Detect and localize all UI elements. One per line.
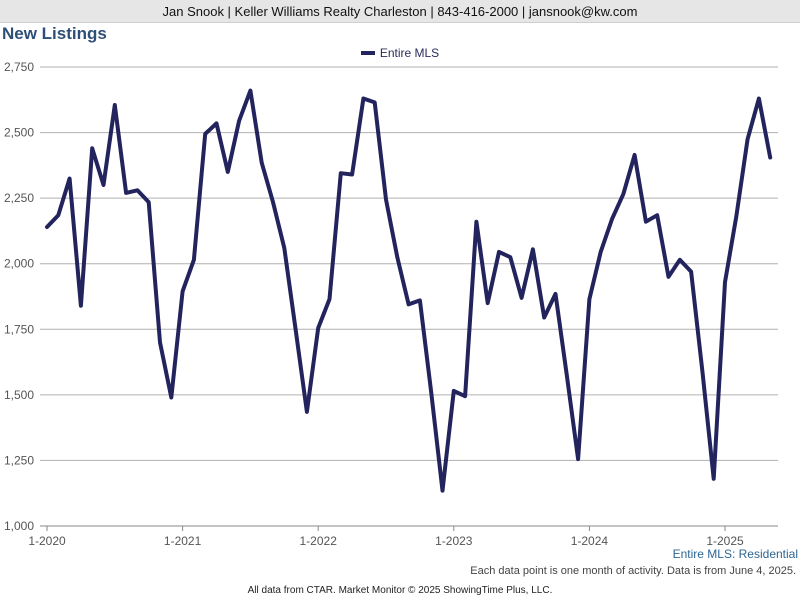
- agent-header-bar: Jan Snook | Keller Williams Realty Charl…: [0, 0, 800, 23]
- x-tick-label: 1-2025: [706, 534, 744, 548]
- legend-label: Entire MLS: [379, 46, 440, 60]
- y-tick-label: 2,750: [4, 60, 34, 74]
- agent-contact-line: Jan Snook | Keller Williams Realty Charl…: [162, 3, 638, 19]
- x-tick-label: 1-2022: [300, 534, 338, 548]
- y-tick-label: 1,750: [4, 322, 34, 336]
- chart-legend: Entire MLS: [0, 46, 800, 60]
- data-note: Each data point is one month of activity…: [470, 565, 796, 577]
- y-tick-label: 1,000: [4, 519, 34, 533]
- footer-credit: All data from CTAR. Market Monitor © 202…: [247, 585, 553, 596]
- x-tick-label: 1-2020: [28, 534, 66, 548]
- y-tick-label: 1,500: [4, 388, 34, 402]
- series-line-entire-mls: [45, 88, 773, 493]
- x-tick-label: 1-2021: [164, 534, 202, 548]
- x-tick-label: 1-2023: [435, 534, 473, 548]
- y-tick-label: 2,500: [4, 126, 34, 140]
- y-tick-label: 2,000: [4, 257, 34, 271]
- y-tick-label: 1,250: [4, 453, 34, 467]
- chart-subtitle: Entire MLS: Residential: [672, 547, 798, 561]
- x-tick-label: 1-2024: [571, 534, 609, 548]
- legend-swatch: [360, 51, 375, 55]
- chart-title: New Listings: [2, 24, 107, 43]
- y-tick-label: 2,250: [4, 191, 34, 205]
